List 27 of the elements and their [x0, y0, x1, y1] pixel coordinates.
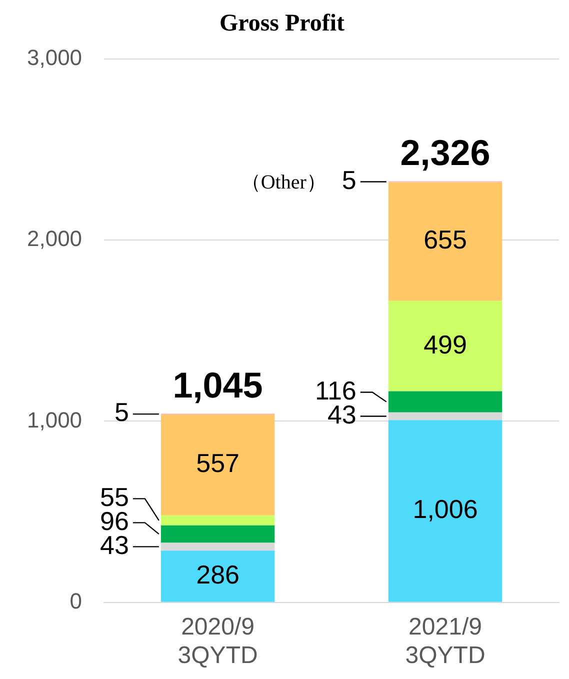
x-tick-label: 2021/9 3QYTD — [405, 613, 486, 670]
total-label: 2,326 — [400, 132, 490, 174]
x-tick-label: 2020/9 3QYTD — [178, 613, 258, 670]
y-tick-label: 1,000 — [26, 407, 82, 432]
y-tick-label: 2,000 — [26, 226, 82, 252]
chart-title: Gross Profit — [219, 10, 345, 37]
data-label: 499 — [424, 329, 467, 360]
bar — [160, 414, 275, 516]
data-label: 5 — [114, 397, 129, 428]
bar — [388, 391, 502, 412]
data-label: 1,006 — [412, 494, 478, 524]
annotation: （Other） — [240, 172, 326, 194]
bar — [388, 420, 502, 602]
bar — [388, 182, 502, 301]
y-tick-label: 3,000 — [26, 44, 82, 70]
bar — [160, 550, 275, 602]
bar — [160, 525, 275, 543]
bar — [160, 515, 275, 526]
data-label: 286 — [196, 559, 240, 590]
total-label: 1,045 — [172, 364, 263, 406]
data-label: 557 — [196, 448, 240, 478]
bar — [160, 542, 275, 551]
data-label: 5 — [342, 164, 356, 195]
bar — [388, 300, 502, 392]
bar — [388, 412, 502, 420]
y-tick-label: 0 — [70, 588, 82, 614]
data-label: 655 — [424, 224, 467, 255]
